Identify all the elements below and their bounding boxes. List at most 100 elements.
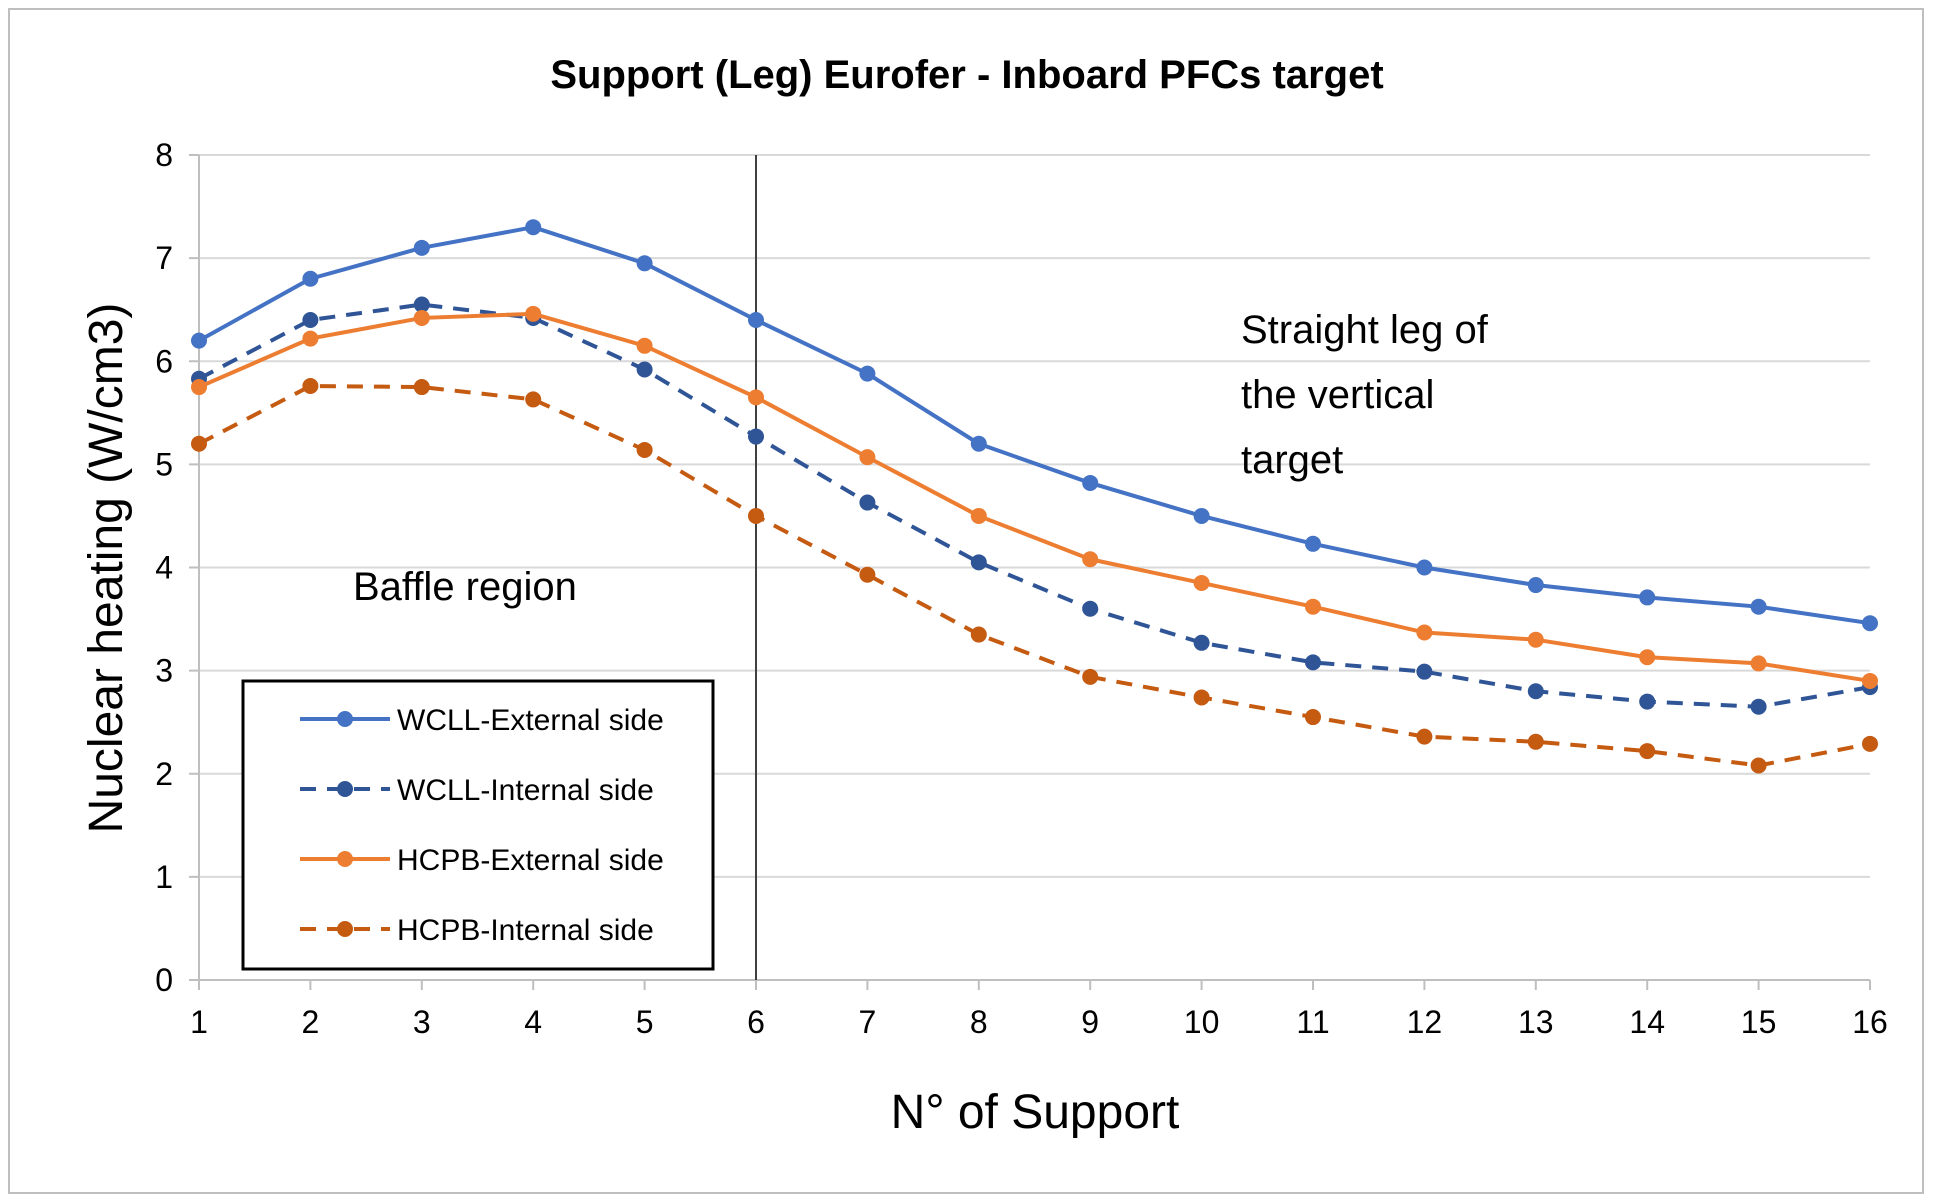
data-point	[525, 391, 542, 408]
y-tick-label: 6	[155, 343, 173, 379]
data-point	[1527, 733, 1544, 750]
legend-swatch-marker	[337, 921, 353, 937]
legend-label: WCLL-Internal side	[397, 774, 654, 807]
data-series	[191, 219, 1878, 774]
data-point	[1416, 663, 1433, 680]
data-point	[1527, 577, 1544, 594]
annotations: Baffle region Straight leg of the vertical…	[353, 308, 1489, 609]
legend: WCLL-External side WCLL-Internal side HCPB…	[241, 679, 715, 971]
data-point	[748, 312, 764, 328]
data-point	[1193, 689, 1210, 706]
legend-swatch-marker	[337, 711, 353, 727]
x-tick-label: 14	[1629, 1004, 1665, 1040]
y-axis-title: Nuclear heating (W/cm3)	[80, 303, 133, 834]
data-point	[1862, 672, 1878, 689]
data-point	[413, 309, 430, 326]
data-point	[1750, 757, 1767, 774]
legend-label: HCPB-External side	[397, 844, 664, 877]
series-hcpb-internal-side	[191, 378, 1878, 774]
data-point	[1193, 507, 1210, 524]
data-point	[191, 379, 207, 396]
data-point	[859, 494, 876, 511]
data-point	[1193, 634, 1210, 651]
data-point	[1082, 668, 1099, 685]
data-point	[1305, 535, 1321, 552]
data-point	[413, 239, 430, 256]
y-tick-label: 1	[155, 859, 173, 895]
y-tick-label: 2	[155, 756, 173, 792]
data-point	[1750, 698, 1767, 715]
data-point	[1416, 728, 1433, 745]
series-hcpb-external-side	[191, 305, 1878, 689]
data-point	[302, 330, 319, 347]
x-axis-title: N° of Support	[891, 1086, 1180, 1139]
data-point	[970, 435, 987, 452]
legend-item: HCPB-External side	[300, 844, 664, 877]
data-point	[970, 626, 987, 643]
x-tick-label: 13	[1518, 1004, 1554, 1040]
x-tick-label: 3	[413, 1004, 431, 1040]
y-tick-labels: 0 1 2 3 4 5 6 7 8	[155, 137, 173, 998]
x-tick-label: 6	[747, 1004, 765, 1040]
x-tick-label: 16	[1852, 1004, 1888, 1040]
y-tick-label: 3	[155, 653, 173, 689]
legend-box	[241, 679, 715, 971]
legend-swatch-marker	[337, 781, 353, 797]
data-point	[191, 332, 207, 349]
data-point	[302, 312, 319, 328]
data-point	[636, 361, 653, 378]
legend-swatch-marker	[337, 851, 353, 867]
data-point	[859, 365, 876, 382]
data-point	[1527, 683, 1544, 700]
axes	[189, 154, 1871, 990]
series-line	[198, 225, 1871, 626]
data-point	[413, 379, 430, 396]
data-point	[1639, 649, 1656, 666]
chart-frame	[8, 8, 1924, 1194]
data-point	[636, 255, 653, 272]
x-tick-label: 7	[859, 1004, 877, 1040]
data-point	[302, 378, 319, 394]
data-point	[413, 296, 430, 313]
data-point	[636, 337, 653, 354]
series-line	[198, 311, 1871, 683]
data-point	[1639, 589, 1656, 606]
data-point	[1639, 693, 1656, 710]
legend-label: HCPB-Internal side	[397, 914, 654, 947]
data-point	[1082, 600, 1099, 617]
data-point	[1750, 655, 1767, 672]
x-tick-label: 12	[1407, 1004, 1443, 1040]
x-tick-label: 4	[524, 1004, 542, 1040]
data-point	[525, 219, 542, 236]
annotation-text: Baffle region	[353, 565, 577, 609]
data-point	[748, 428, 764, 445]
x-tick-label: 2	[302, 1004, 320, 1040]
annotation-text: Straight leg of	[1241, 308, 1489, 352]
data-point	[1862, 735, 1878, 752]
legend-item: WCLL-Internal side	[300, 774, 654, 807]
y-tick-label: 7	[155, 240, 173, 276]
data-point	[748, 389, 764, 406]
data-point	[1639, 743, 1656, 760]
legend-label: WCLL-External side	[397, 704, 664, 737]
data-point	[970, 507, 987, 524]
series-wcll-external-side	[191, 219, 1878, 632]
data-point	[859, 566, 876, 583]
y-tick-label: 4	[155, 550, 173, 586]
data-point	[859, 449, 876, 466]
annotation-text: target	[1241, 438, 1343, 482]
data-point	[1750, 598, 1767, 615]
data-point	[1193, 574, 1210, 591]
y-tick-label: 5	[155, 446, 173, 482]
legend-item: HCPB-Internal side	[300, 914, 654, 947]
x-tick-label: 8	[970, 1004, 988, 1040]
data-point	[1305, 598, 1321, 615]
data-point	[748, 507, 764, 524]
data-point	[1082, 551, 1099, 568]
data-point	[1862, 615, 1878, 632]
x-tick-label: 11	[1296, 1004, 1329, 1040]
x-tick-label: 1	[190, 1004, 208, 1040]
chart-title: Support (Leg) Eurofer - Inboard PFCs tar…	[550, 53, 1383, 97]
x-tick-label: 9	[1081, 1004, 1099, 1040]
